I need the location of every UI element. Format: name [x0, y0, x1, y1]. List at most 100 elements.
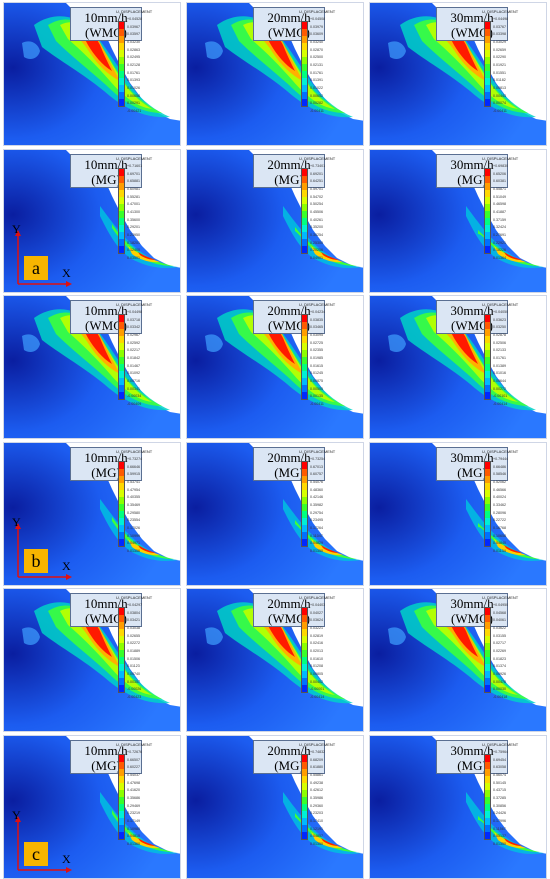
legend-color-swatch — [485, 504, 490, 511]
legend-color-swatch — [485, 350, 490, 357]
legend-color-swatch — [485, 225, 490, 232]
contour-band-light-blue — [388, 41, 406, 59]
legend-title: U, DISPLACEMENT — [482, 595, 519, 600]
legend-title: U, DISPLACEMENT — [116, 156, 153, 161]
legend-value: 0.01389 — [493, 363, 506, 368]
figure-group-a: 10mm/h (WMG) U, DISPLACEMENT +0.04528 0.0396… — [3, 2, 547, 293]
y-axis-arrowhead — [15, 523, 21, 529]
legend-color-bar — [118, 314, 125, 400]
legend-value: 0.01364 — [493, 255, 506, 260]
material-type: (MG) — [274, 465, 304, 480]
legend-value: +0.71601 — [127, 164, 143, 168]
legend-value: 0.37159 — [493, 217, 506, 222]
legend-color-swatch — [119, 232, 124, 239]
rainfall-intensity: 30mm/h — [450, 596, 494, 611]
legend-value: 0.30856 — [493, 803, 506, 808]
legend-value: 0.12400 — [127, 248, 140, 253]
legend-value: 0.03465 — [310, 325, 323, 330]
legend-value: 0.03624 — [310, 618, 323, 623]
legend-color-bar — [484, 754, 491, 840]
legend-color-swatch — [302, 783, 307, 790]
legend-value: +0.04950 — [493, 603, 509, 607]
legend-value: 0.58546 — [493, 472, 506, 477]
legend-color-swatch — [119, 525, 124, 532]
legend-value: 0.29469 — [127, 803, 140, 808]
displacement-contour-plot — [4, 150, 180, 292]
legend-value: 0.02355 — [310, 348, 323, 353]
legend-color-swatch — [302, 832, 307, 839]
legend-value: 0.00443 — [493, 93, 506, 98]
legend-color-swatch — [119, 776, 124, 783]
legend-color-swatch — [302, 776, 307, 783]
legend-color-swatch — [302, 504, 307, 511]
legend-color-swatch — [119, 218, 124, 225]
legend-color-swatch — [302, 329, 307, 336]
legend-color-swatch — [485, 776, 490, 783]
legend-value: +0.75964 — [493, 750, 509, 754]
legend-value: +0.79444 — [493, 457, 509, 461]
legend-color-swatch — [302, 818, 307, 825]
legend-color-swatch — [119, 511, 124, 518]
legend-color-swatch — [119, 671, 124, 678]
legend-value: 0.01208 — [310, 664, 323, 669]
legend-color-swatch — [302, 483, 307, 490]
legend-color-swatch — [302, 678, 307, 685]
legend-color-swatch — [119, 357, 124, 364]
legend-color-swatch — [485, 22, 490, 29]
contour-band-red — [442, 322, 478, 364]
legend-color-swatch — [485, 671, 490, 678]
legend-color-swatch — [485, 469, 490, 476]
legend-color-bar — [484, 607, 491, 693]
legend-value: 0.00644 — [493, 378, 506, 383]
rainfall-intensity: 30mm/h — [450, 303, 494, 318]
legend-color-swatch — [485, 755, 490, 762]
legend-values: +0.73401 0.69201 0.64251 0.59701 0.54702 0.50… — [310, 164, 325, 260]
legend-color-swatch — [302, 671, 307, 678]
legend-color-swatch — [302, 371, 307, 378]
legend-value: 0.02592 — [127, 340, 140, 345]
legend-value: 0.55871 — [493, 186, 506, 191]
legend-color-swatch — [485, 329, 490, 336]
x-axis-arrowhead — [66, 281, 72, 287]
legend-value: 0.01092 — [127, 371, 140, 376]
legend-color-swatch — [485, 92, 490, 99]
legend-color-swatch — [119, 490, 124, 497]
legend-color-swatch — [119, 64, 124, 71]
legend-value: 0.01921 — [493, 62, 506, 67]
legend-color-swatch — [302, 664, 307, 671]
legend-value: +0.73274 — [127, 457, 143, 461]
rainfall-intensity: 20mm/h — [267, 450, 311, 465]
y-axis-label: Y — [12, 808, 21, 822]
legend-value: 0.50145 — [493, 780, 506, 785]
legend-color-swatch — [302, 755, 307, 762]
y-axis-label: Y — [12, 515, 21, 529]
legend-color-swatch — [119, 497, 124, 504]
simulation-panel: 20mm/h (MG) U, DISPLACEMENT +0.73401 0.69201… — [186, 149, 364, 293]
legend-value: 0.17026 — [127, 525, 140, 530]
legend-color-swatch — [302, 790, 307, 797]
legend-value: 0.00357 — [127, 679, 140, 684]
simulation-panel: 30mm/h (WMG) U, DISPLACEMENT +0.04498 0.0376… — [369, 2, 547, 146]
legend-value: 0.01123 — [127, 664, 140, 669]
rainfall-condition-label: 20mm/h (WMG) — [253, 300, 325, 334]
legend-value: 0.35982 — [310, 502, 323, 507]
legend-color-swatch — [302, 197, 307, 204]
legend-value: 0.41620 — [127, 788, 140, 793]
legend-color-swatch — [485, 636, 490, 643]
simulation-panel: 10mm/h (WMG) U, DISPLACEMENT +0.04498 0.0371… — [3, 295, 181, 439]
legend-color-swatch — [119, 78, 124, 85]
legend-title: U, DISPLACEMENT — [299, 9, 336, 14]
legend-value: +0.04050 — [493, 310, 509, 314]
legend-value: 0.60227 — [127, 765, 140, 770]
legend-color-swatch — [302, 218, 307, 225]
contour-band-red — [321, 545, 339, 553]
legend-value: 0.50254 — [310, 202, 323, 207]
legend-color-swatch — [302, 357, 307, 364]
legend-value: 0.03038 — [127, 625, 140, 630]
legend-color-swatch — [485, 232, 490, 239]
legend-color-swatch — [119, 483, 124, 490]
legend-color-swatch — [485, 678, 490, 685]
legend-value: 0.16768 — [493, 525, 506, 530]
legend-value: 0.29754 — [310, 510, 323, 515]
simulation-panel: 30mm/h (MG) U, DISPLACEMENT +0.69830 0.65206… — [369, 149, 547, 293]
